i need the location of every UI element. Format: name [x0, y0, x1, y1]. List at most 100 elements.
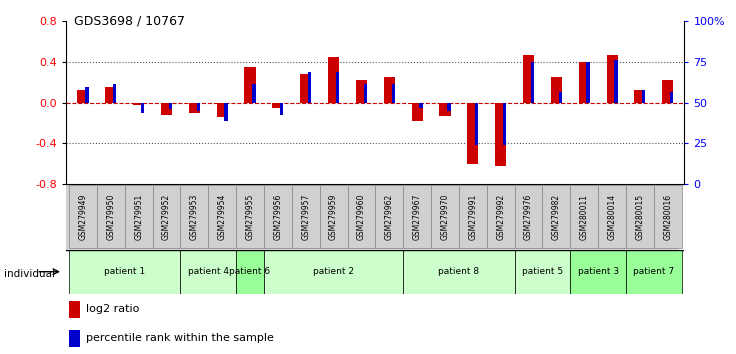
Text: GSM279954: GSM279954 — [218, 194, 227, 240]
Bar — [392, 84, 394, 103]
Text: patient 7: patient 7 — [633, 267, 674, 276]
Text: GSM279960: GSM279960 — [357, 194, 366, 240]
Bar — [319, 185, 347, 248]
Text: GSM280011: GSM280011 — [580, 194, 589, 240]
Bar — [216, 103, 227, 117]
Bar — [403, 185, 431, 248]
Bar — [69, 301, 80, 318]
Text: GSM279970: GSM279970 — [440, 194, 450, 240]
Bar — [615, 60, 618, 103]
Text: patient 2: patient 2 — [313, 267, 354, 276]
Text: GSM279956: GSM279956 — [273, 194, 283, 240]
Text: GSM279955: GSM279955 — [246, 194, 255, 240]
Bar — [626, 250, 682, 294]
Text: GSM279992: GSM279992 — [496, 194, 505, 240]
Text: GSM279976: GSM279976 — [524, 194, 533, 240]
Text: GSM279952: GSM279952 — [162, 194, 171, 240]
Bar — [244, 67, 255, 103]
Bar — [587, 62, 590, 103]
Bar — [403, 250, 514, 294]
Bar — [356, 80, 367, 103]
Bar — [559, 92, 562, 103]
Bar — [634, 91, 645, 103]
Bar — [514, 250, 570, 294]
Bar — [411, 103, 422, 121]
Text: GSM279982: GSM279982 — [552, 194, 561, 240]
Bar — [236, 185, 264, 248]
Bar — [662, 80, 673, 103]
Bar — [626, 185, 654, 248]
Bar — [180, 250, 236, 294]
Text: GSM280015: GSM280015 — [635, 194, 645, 240]
Text: patient 1: patient 1 — [105, 267, 145, 276]
Text: individual: individual — [4, 269, 54, 279]
Bar — [300, 74, 311, 103]
Bar — [375, 185, 403, 248]
Bar — [141, 103, 144, 113]
Bar — [486, 185, 514, 248]
Bar — [133, 103, 144, 105]
Bar — [69, 330, 80, 347]
Bar — [308, 72, 311, 103]
Bar — [654, 185, 682, 248]
Text: GSM279950: GSM279950 — [106, 194, 116, 240]
Bar — [180, 185, 208, 248]
Bar — [124, 185, 152, 248]
Bar — [670, 92, 673, 103]
Bar — [291, 185, 319, 248]
Bar — [642, 91, 645, 103]
Bar — [475, 103, 478, 145]
Bar — [495, 103, 506, 166]
Text: patient 6: patient 6 — [230, 267, 271, 276]
Bar — [606, 55, 618, 103]
Bar — [514, 185, 542, 248]
Text: GSM279959: GSM279959 — [329, 194, 338, 240]
Bar — [598, 185, 626, 248]
Bar — [570, 250, 626, 294]
Bar — [69, 185, 97, 248]
Bar — [336, 72, 339, 103]
Bar — [252, 84, 255, 103]
Text: log2 ratio: log2 ratio — [86, 304, 139, 314]
Bar — [459, 185, 486, 248]
Text: GSM279967: GSM279967 — [413, 194, 422, 240]
Bar — [113, 84, 116, 103]
Bar — [105, 87, 116, 103]
Bar — [420, 103, 422, 108]
Text: GDS3698 / 10767: GDS3698 / 10767 — [74, 14, 185, 27]
Bar — [542, 185, 570, 248]
Bar — [523, 55, 534, 103]
Bar — [467, 103, 478, 164]
Bar — [578, 62, 590, 103]
Bar — [328, 57, 339, 103]
Bar — [97, 185, 124, 248]
Text: GSM279962: GSM279962 — [385, 194, 394, 240]
Bar — [85, 87, 88, 103]
Text: GSM280016: GSM280016 — [663, 194, 672, 240]
Bar — [161, 103, 172, 115]
Text: GSM279953: GSM279953 — [190, 194, 199, 240]
Bar — [77, 91, 88, 103]
Text: GSM279951: GSM279951 — [134, 194, 143, 240]
Bar — [188, 103, 200, 113]
Bar — [272, 103, 283, 108]
Text: patient 4: patient 4 — [188, 267, 229, 276]
Text: GSM279949: GSM279949 — [79, 194, 88, 240]
Bar — [236, 250, 264, 294]
Bar — [364, 84, 367, 103]
Bar — [383, 77, 394, 103]
Text: GSM279957: GSM279957 — [301, 194, 311, 240]
Bar — [208, 185, 236, 248]
Bar — [551, 77, 562, 103]
Text: patient 5: patient 5 — [522, 267, 563, 276]
Bar — [224, 103, 227, 121]
Text: patient 3: patient 3 — [578, 267, 619, 276]
Bar — [264, 250, 403, 294]
Text: GSM280014: GSM280014 — [608, 194, 617, 240]
Bar — [280, 103, 283, 115]
Bar — [447, 103, 450, 111]
Bar — [503, 103, 506, 145]
Text: percentile rank within the sample: percentile rank within the sample — [86, 333, 274, 343]
Bar — [169, 103, 172, 109]
Bar — [439, 103, 450, 116]
